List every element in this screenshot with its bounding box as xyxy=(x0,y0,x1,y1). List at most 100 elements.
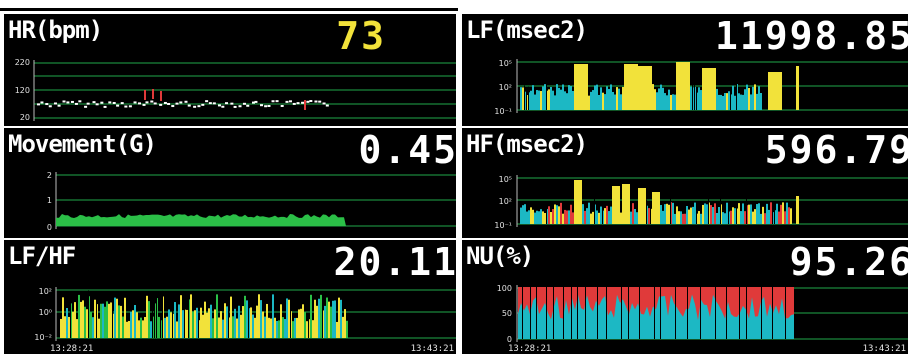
lfhf-bar xyxy=(276,320,278,338)
hr-trace xyxy=(197,105,201,108)
nu-gap xyxy=(585,287,586,339)
lf-gap xyxy=(736,78,737,110)
hf-gap xyxy=(646,199,647,224)
movement-ytick-top: 2 xyxy=(47,171,52,180)
hf-bar xyxy=(648,208,650,224)
lfhf-bar xyxy=(134,305,136,338)
hf-bar xyxy=(680,211,682,224)
hr-ytick-bot: 20 xyxy=(20,113,30,122)
lfhf-bar xyxy=(100,303,102,338)
lfhf-ytick-top: 10² xyxy=(39,287,52,296)
lf-gap xyxy=(692,81,693,110)
hf-bar xyxy=(744,211,746,224)
lf-bar xyxy=(594,85,596,110)
lf-bar xyxy=(558,87,560,110)
lf-bar xyxy=(614,94,616,110)
nu-gap xyxy=(530,287,531,339)
hr-trace xyxy=(128,105,132,108)
lf-bar xyxy=(722,95,724,110)
hr-trace xyxy=(221,105,225,108)
lfhf-bar xyxy=(68,316,70,338)
hf-bar xyxy=(726,202,728,224)
hf-ytick-mid: 10² xyxy=(499,197,512,206)
hf-bar xyxy=(596,210,598,224)
lf-bar xyxy=(652,84,654,110)
hf-bar xyxy=(778,211,780,224)
nu-gap xyxy=(553,287,554,339)
lfhf-gap xyxy=(308,313,309,338)
hf-bar xyxy=(636,212,638,224)
hf-gap xyxy=(720,198,721,224)
nu-gap xyxy=(571,287,572,339)
hr-trace xyxy=(212,102,216,105)
hf-bar xyxy=(522,205,524,224)
lfhf-bar xyxy=(64,316,66,338)
nu-gap xyxy=(563,287,564,339)
lf-bar xyxy=(618,88,620,110)
lf-bar xyxy=(754,84,756,110)
lfhf-bar xyxy=(212,318,214,338)
hf-bar xyxy=(548,206,550,224)
hf-bar xyxy=(632,203,634,224)
lf-panel: LF(msec2) 11998.85 10⁵ 10² 10⁻¹ xyxy=(462,14,908,126)
nu-gap xyxy=(522,287,523,339)
hf-bar xyxy=(782,202,784,224)
lf-bar xyxy=(700,90,702,110)
lf-bar xyxy=(572,90,574,110)
hf-panel: HF(msec2) 596.79 10⁵ 10² 10⁻¹ xyxy=(462,128,908,238)
hr-trace xyxy=(296,102,300,105)
hf-bar xyxy=(732,207,734,224)
movement-panel: Movement(G) 0.45 2 1 0 xyxy=(4,128,456,238)
hf-bar xyxy=(740,211,742,224)
lf-gap xyxy=(730,88,731,110)
hr-ytick-top: 220 xyxy=(15,58,30,67)
lf-bar xyxy=(716,88,718,110)
lfhf-bar xyxy=(166,316,168,338)
lfhf-bar xyxy=(62,297,64,338)
lf-ytick-top: 10⁵ xyxy=(499,59,512,68)
hf-bar xyxy=(776,203,778,224)
hr-artifact xyxy=(152,89,154,99)
lfhf-bar xyxy=(286,298,288,338)
hr-trace xyxy=(116,104,120,107)
lfhf-bar xyxy=(122,316,124,338)
lf-bar xyxy=(670,94,672,110)
lfhf-bar xyxy=(176,321,178,338)
hr-trace xyxy=(70,100,74,103)
hf-bar xyxy=(734,208,736,224)
lfhf-bar xyxy=(140,317,142,338)
lfhf-bar xyxy=(210,304,212,338)
hr-trace xyxy=(138,102,142,105)
nu-gap xyxy=(621,287,622,339)
lf-bar xyxy=(622,86,624,110)
hf-bar xyxy=(608,211,610,224)
lf-bar xyxy=(520,87,522,110)
hf-bar xyxy=(668,204,670,224)
lfhf-bar xyxy=(200,307,202,338)
lfhf-bar xyxy=(102,303,104,338)
lf-gap xyxy=(524,85,525,110)
lfhf-bar xyxy=(124,297,126,338)
hf-bar xyxy=(528,210,530,224)
hr-trace xyxy=(175,102,179,105)
lfhf-bar xyxy=(98,318,100,338)
lfhf-bar xyxy=(80,301,82,338)
hr-trace xyxy=(205,100,209,103)
hf-bar xyxy=(678,211,680,224)
hf-gap xyxy=(594,198,595,224)
lfhf-bar xyxy=(146,295,148,338)
lf-bar xyxy=(612,91,614,110)
lf-bar xyxy=(760,93,762,110)
lf-bar xyxy=(596,84,598,110)
lfhf-bar xyxy=(240,314,242,338)
lfhf-bar xyxy=(278,320,280,338)
lfhf-bar xyxy=(294,317,296,338)
lfhf-bar xyxy=(174,302,176,338)
lfhf-bar xyxy=(272,294,274,338)
hr-trace xyxy=(84,105,88,108)
hf-bar xyxy=(568,210,570,224)
lf-bar xyxy=(666,95,668,110)
hf-bar xyxy=(718,207,720,224)
lf-title: LF(msec2) xyxy=(466,16,588,44)
nu-gap xyxy=(746,287,747,339)
